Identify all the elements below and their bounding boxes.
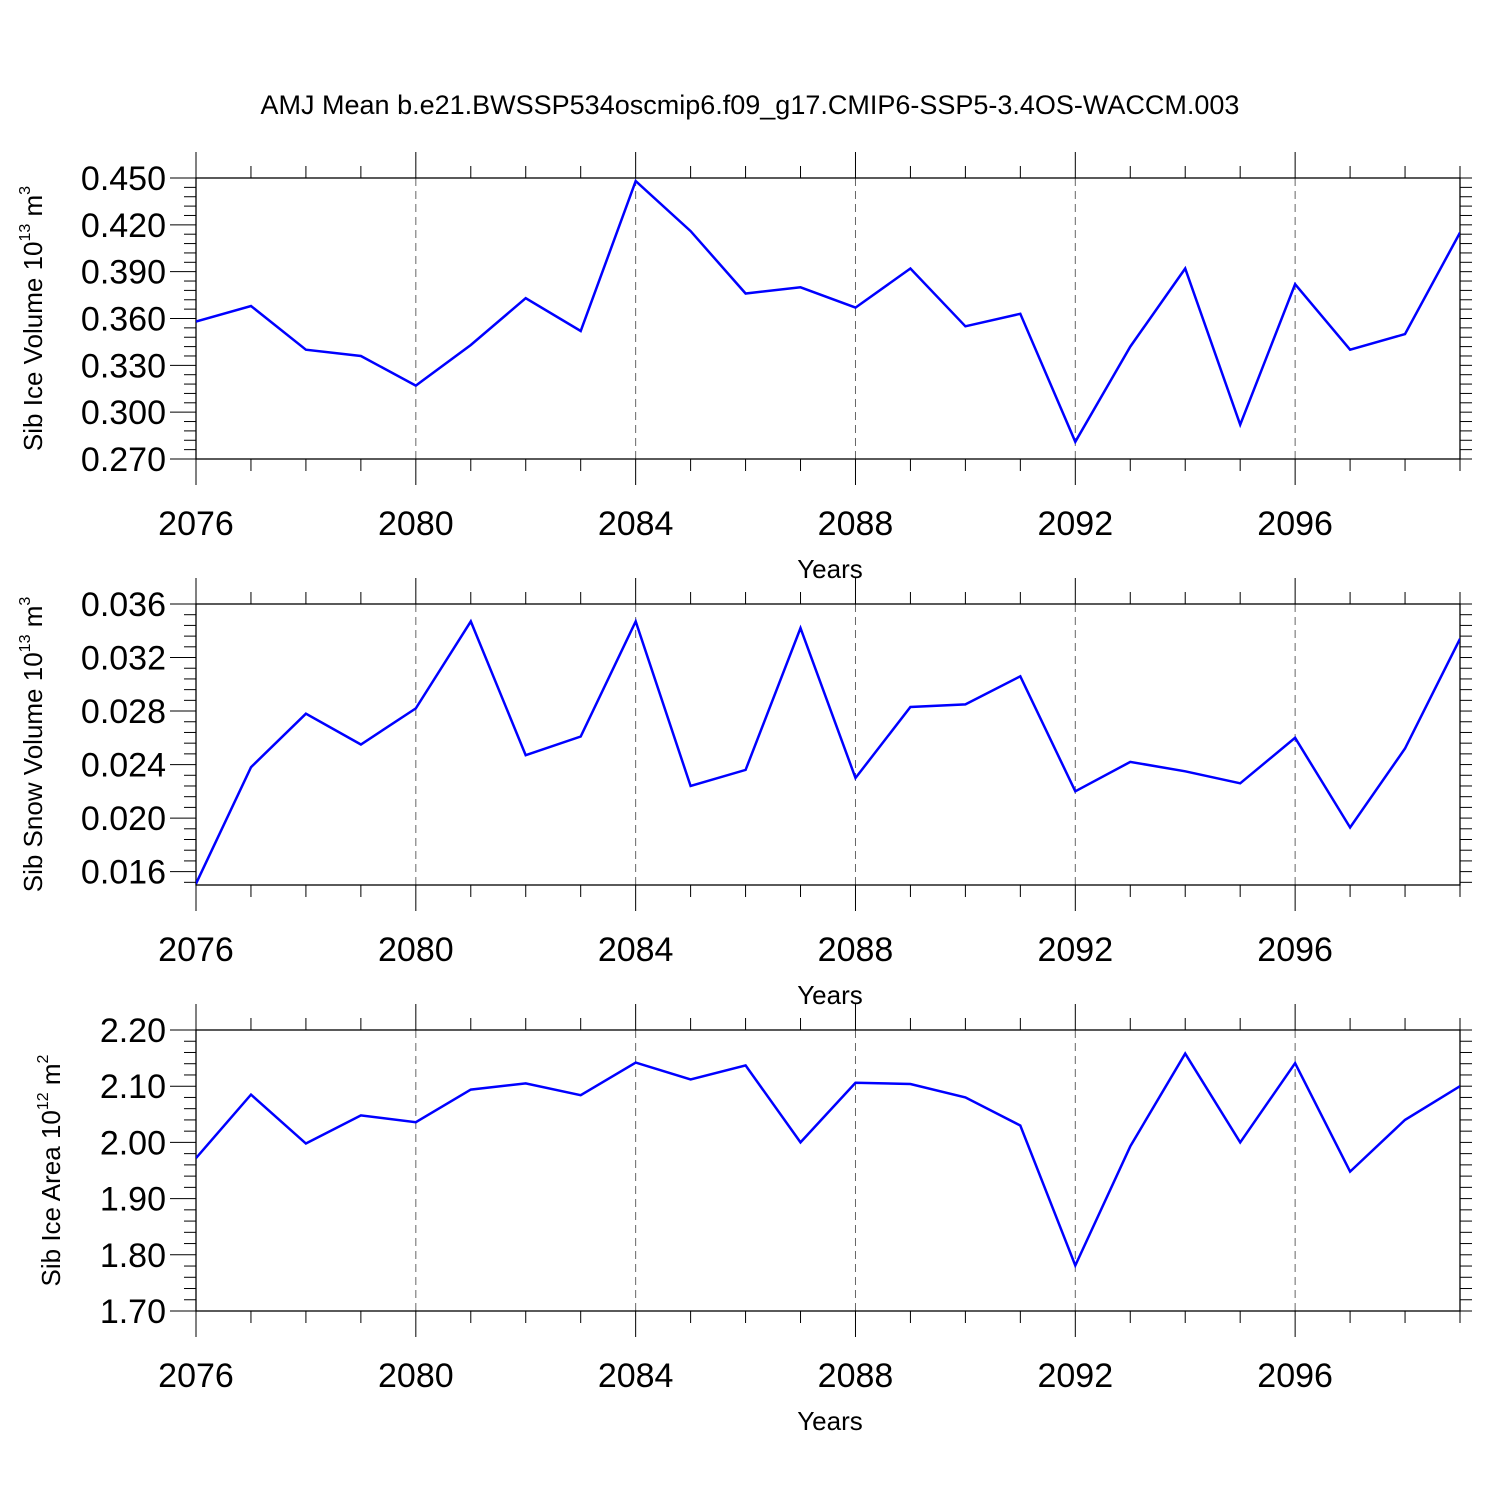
- y-tick-label: 0.390: [81, 254, 166, 292]
- series-line: [196, 178, 1460, 445]
- y-tick-label: 1.70: [100, 1293, 166, 1331]
- x-tick-label: 2092: [1037, 1357, 1113, 1395]
- x-tick-label: 2092: [1037, 505, 1113, 543]
- series-line: [196, 618, 1460, 885]
- y-tick-label: 0.028: [81, 693, 166, 731]
- x-tick-label: 2088: [818, 505, 894, 543]
- y-tick-label: 0.024: [81, 747, 166, 785]
- series-line: [196, 1051, 1460, 1269]
- y-tick-label: 2.20: [100, 1012, 166, 1050]
- plot-frame: [195, 603, 1461, 886]
- y-tick-label: 0.020: [81, 800, 166, 838]
- figure-title: AMJ Mean b.e21.BWSSP534oscmip6.f09_g17.C…: [261, 90, 1240, 120]
- x-axis-label: Years: [797, 554, 863, 584]
- y-tick-label: 0.016: [81, 854, 166, 892]
- y-tick-label: 0.032: [81, 640, 166, 678]
- x-axis-label: Years: [797, 1406, 863, 1436]
- y-axis-label: Sib Ice Volume 1013 m3: [17, 186, 48, 451]
- plot-frame: [195, 1029, 1461, 1312]
- y-tick-label: 0.300: [81, 394, 166, 432]
- x-axis-label: Years: [797, 980, 863, 1010]
- x-tick-label: 2096: [1257, 505, 1333, 543]
- x-tick-label: 2076: [158, 505, 234, 543]
- x-tick-label: 2092: [1037, 931, 1113, 969]
- x-tick-label: 2084: [598, 505, 674, 543]
- panel-2: 0.016 0.020 0.024 0.028 0.032 0.036 2076 2080 20…: [17, 578, 1472, 1010]
- x-tick-label: 2084: [598, 1357, 674, 1395]
- y-tick-label: 0.450: [81, 160, 166, 198]
- x-tick-label: 2096: [1257, 1357, 1333, 1395]
- y-tick-label: 1.90: [100, 1181, 166, 1219]
- y-tick-label: 1.80: [100, 1237, 166, 1275]
- x-tick-label: 2084: [598, 931, 674, 969]
- plot-frame: [195, 177, 1461, 460]
- x-tick-label: 2080: [378, 1357, 454, 1395]
- x-tick-label: 2080: [378, 505, 454, 543]
- y-tick-label: 0.036: [81, 586, 166, 624]
- panel-1: 0.270 0.300 0.330 0.360 0.390 0.420 0.450 2076 2…: [17, 152, 1472, 584]
- y-tick-label: 0.420: [81, 207, 166, 245]
- panel-3: 1.70 1.80 1.90 2.00 2.10 2.20 2076 2080 2084 2088…: [35, 1004, 1472, 1436]
- x-tick-label: 2088: [818, 931, 894, 969]
- y-tick-label: 2.10: [100, 1068, 166, 1106]
- x-tick-label: 2088: [818, 1357, 894, 1395]
- x-tick-label: 2076: [158, 1357, 234, 1395]
- y-tick-label: 2.00: [100, 1124, 166, 1162]
- y-tick-label: 0.360: [81, 301, 166, 339]
- y-axis-label: Sib Ice Area 1012 m2: [35, 1054, 66, 1286]
- x-tick-label: 2080: [378, 931, 454, 969]
- y-tick-label: 0.270: [81, 441, 166, 479]
- y-tick-label: 0.330: [81, 347, 166, 385]
- y-axis-label: Sib Snow Volume 1013 m3: [17, 597, 48, 893]
- x-tick-label: 2076: [158, 931, 234, 969]
- x-tick-label: 2096: [1257, 931, 1333, 969]
- panels: 0.270 0.300 0.330 0.360 0.390 0.420 0.450 2076 2…: [17, 152, 1472, 1436]
